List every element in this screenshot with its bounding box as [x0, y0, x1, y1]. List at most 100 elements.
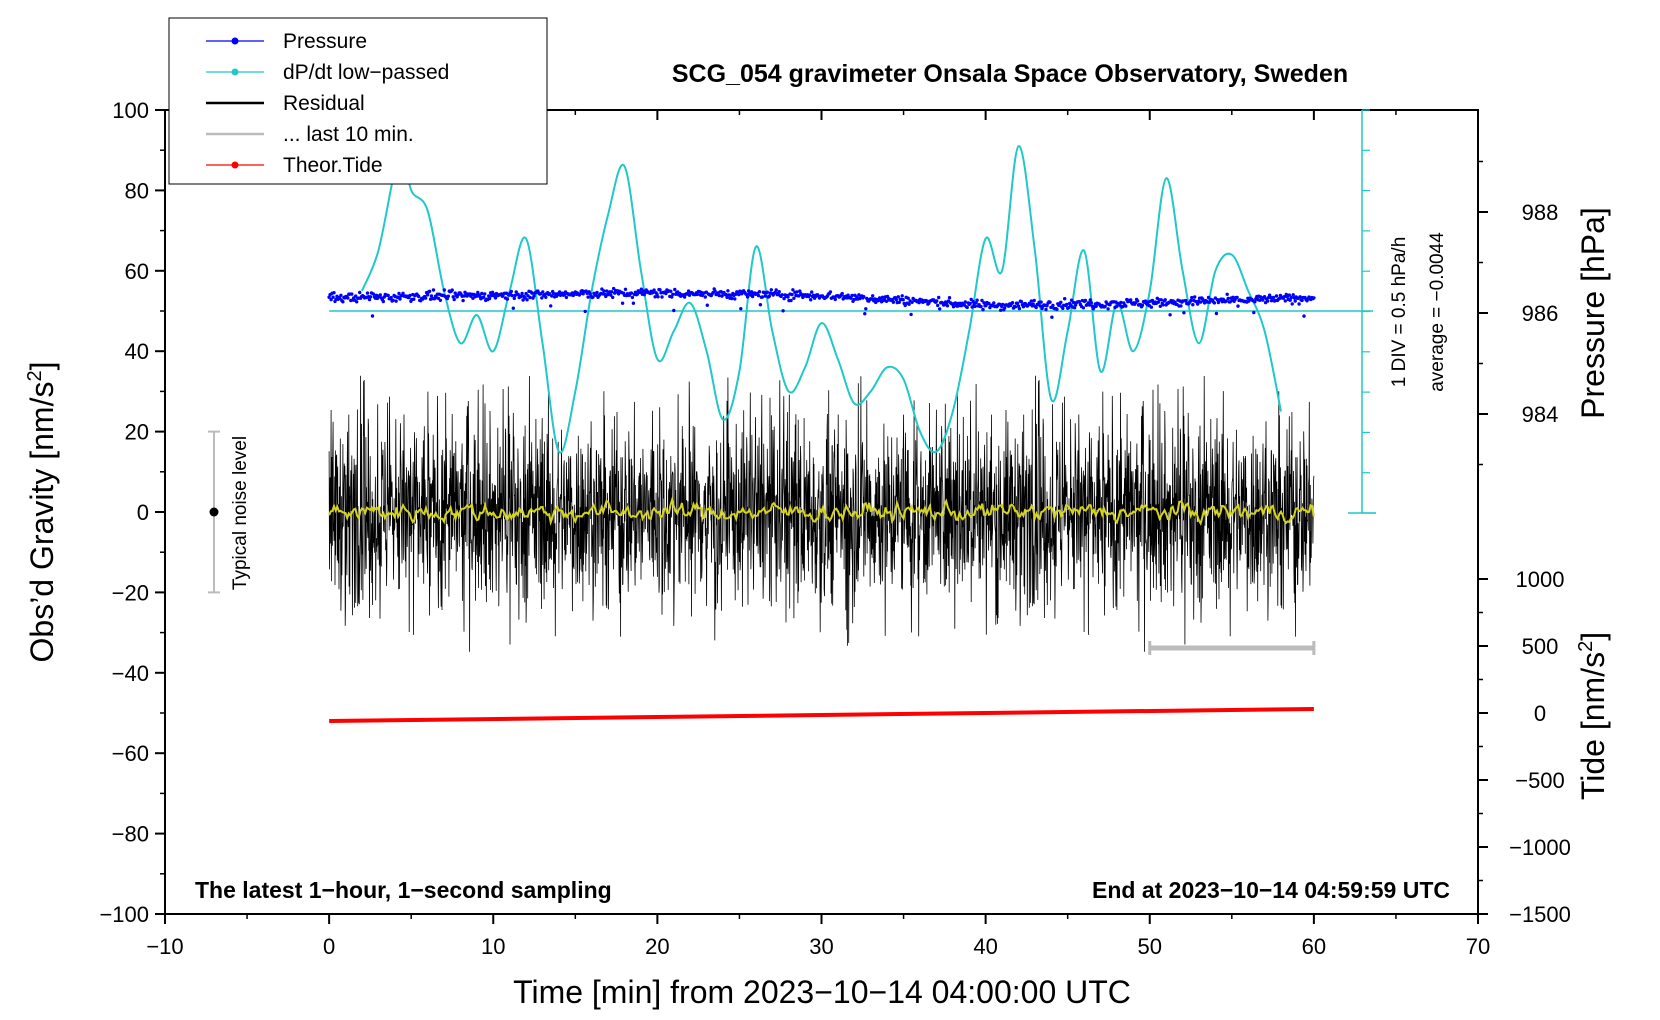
pressure-point: [412, 297, 416, 301]
pressure-point: [398, 297, 402, 301]
pressure-point: [789, 298, 793, 303]
pressure-point: [1089, 301, 1094, 305]
pressure-point: [511, 306, 515, 310]
pressure-point: [480, 291, 484, 296]
pressure-point: [389, 295, 393, 300]
pressure-point: [630, 295, 635, 300]
pressure-point: [746, 289, 751, 293]
pressure-point: [1069, 298, 1074, 302]
pressure-point: [810, 290, 814, 294]
pressure-point: [1103, 304, 1107, 309]
pressure-point: [737, 292, 741, 297]
pressure-point: [695, 292, 700, 297]
pressure-point: [1189, 298, 1193, 303]
pressure-point: [862, 295, 866, 299]
pressure-point: [786, 295, 790, 299]
tide-tick-label: 0: [1534, 701, 1546, 726]
pressure-point: [1236, 304, 1240, 308]
pressure-point: [1044, 307, 1048, 312]
pressure-point: [524, 291, 528, 296]
axis-layer: −10 0 10 20 30 40 50 60 70100806040200−20−40−60−…: [99, 98, 1570, 959]
pressure-tick-label: 986: [1522, 301, 1559, 326]
pressure-point: [365, 291, 370, 295]
legend-label: Theor.Tide: [283, 154, 383, 177]
y-axis-title-pressure: Pressure [hPa]: [1575, 207, 1611, 419]
pressure-point: [591, 295, 595, 299]
pressure-point: [1150, 298, 1155, 303]
pressure-point: [355, 300, 359, 304]
pressure-point: [713, 289, 717, 293]
pressure-point: [1094, 304, 1098, 308]
pressure-point: [871, 294, 875, 298]
pressure-point: [1225, 292, 1229, 296]
pressure-point: [724, 292, 728, 297]
pressure-point: [791, 288, 795, 292]
pressure-point: [733, 297, 737, 301]
legend-swatch-dot: [231, 68, 239, 76]
pressure-point: [969, 297, 973, 302]
pressure-point: [331, 295, 335, 299]
pressure-point: [1190, 295, 1194, 300]
pressure-point: [973, 304, 977, 309]
pressure-point: [809, 298, 813, 302]
x-tick-label: 70: [1466, 934, 1490, 959]
pressure-point: [431, 288, 436, 292]
pressure-point: [1021, 305, 1026, 309]
pressure-point: [1288, 298, 1292, 302]
pressure-point: [578, 292, 582, 296]
y-axis-title-left: Obs’d Gravity [nm/s2]: [24, 362, 60, 663]
pressure-point: [1161, 303, 1165, 307]
pressure-point: [999, 308, 1003, 312]
pressure-point: [1029, 299, 1034, 303]
pressure-point: [1212, 301, 1217, 305]
y-tick-label: 20: [125, 420, 149, 445]
pressure-point: [339, 293, 343, 297]
pressure-point: [1282, 295, 1287, 299]
pressure-point: [652, 288, 656, 292]
pressure-point: [493, 296, 498, 300]
pressure-point: [963, 300, 967, 304]
legend-box: [168, 17, 548, 185]
pressure-point: [1168, 313, 1172, 317]
pressure-point: [797, 294, 801, 298]
pressure-point: [781, 309, 785, 313]
pressure-point: [1019, 300, 1024, 304]
pressure-point: [394, 299, 398, 303]
x-tick-label: −10: [146, 934, 183, 959]
pressure-point: [609, 293, 613, 297]
pressure-point: [1061, 306, 1065, 311]
pressure-point: [1287, 293, 1292, 297]
pressure-point: [840, 291, 844, 296]
pressure-point: [947, 296, 952, 300]
pressure-point: [1034, 305, 1038, 310]
pressure-point: [461, 298, 465, 303]
pressure-point: [975, 298, 979, 302]
pressure-point: [936, 303, 940, 308]
pressure-point: [425, 293, 430, 297]
pressure-point: [938, 307, 942, 311]
pressure-point: [758, 303, 763, 307]
pressure-point: [1055, 307, 1059, 311]
pressure-point: [429, 294, 434, 298]
pressure-point: [1158, 304, 1163, 308]
pressure-point: [1087, 303, 1092, 307]
pressure-point: [705, 303, 709, 307]
pressure-point: [910, 300, 914, 304]
y-tick-label: −60: [112, 741, 149, 766]
pressure-point: [900, 294, 904, 298]
pressure-point: [1159, 298, 1163, 302]
pressure-point: [725, 295, 729, 299]
pressure-point: [1072, 306, 1077, 310]
pressure-point: [1071, 300, 1076, 305]
pressure-tick-label: 984: [1522, 402, 1559, 427]
pressure-point: [1198, 300, 1203, 304]
pressure-point: [438, 298, 443, 302]
x-tick-label: 10: [481, 934, 505, 959]
pressure-point: [903, 303, 907, 308]
pressure-point: [891, 300, 896, 304]
pressure-point: [1293, 299, 1297, 303]
pressure-point: [354, 294, 358, 298]
pressure-point: [1196, 302, 1200, 306]
pressure-point: [798, 289, 802, 293]
